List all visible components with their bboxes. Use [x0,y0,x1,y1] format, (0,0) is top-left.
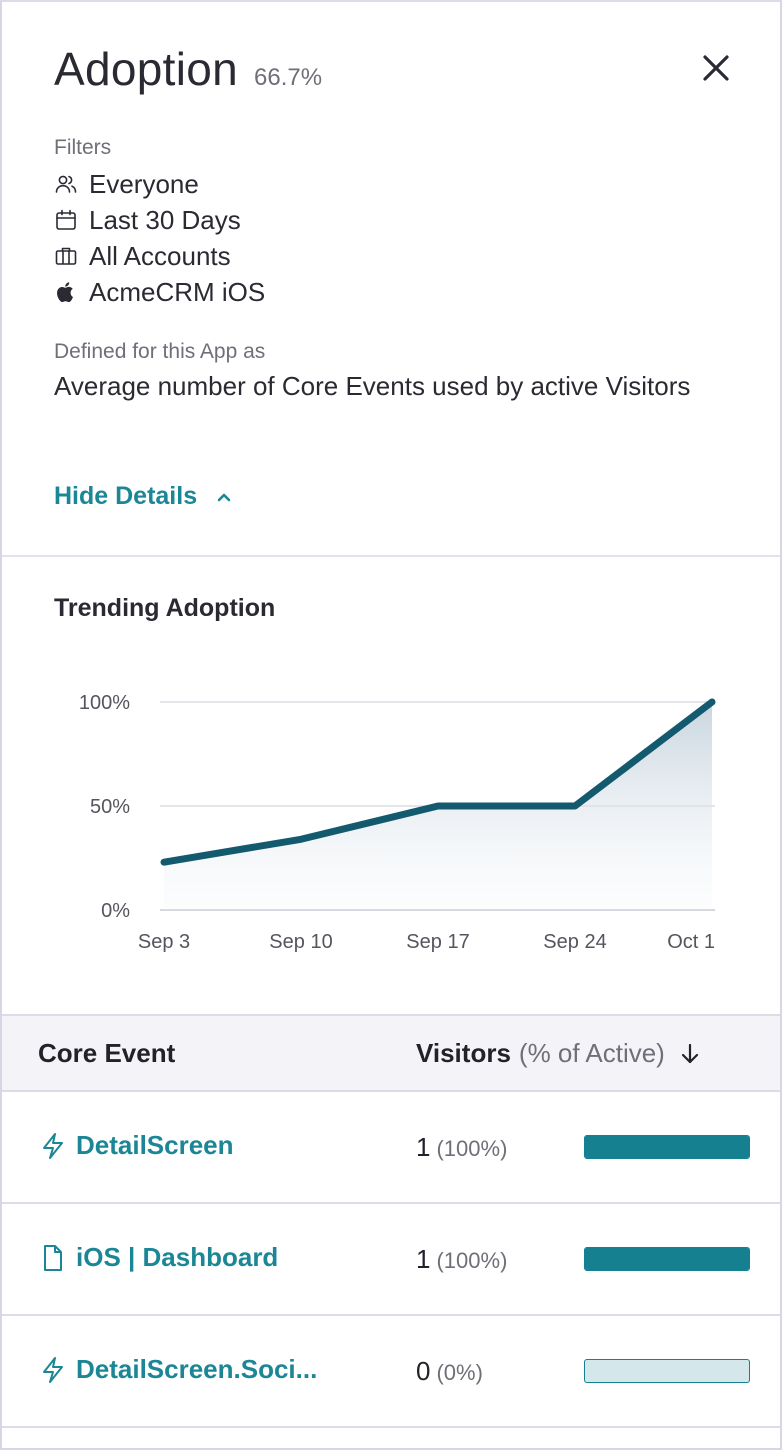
visitor-count-value: 1 [416,1244,431,1274]
y-tick-label: 50% [90,796,130,818]
filter-segment: Everyone [54,166,265,202]
definition-text: Average number of Core Events used by ac… [54,371,691,401]
visitor-share-bar-fill [585,1136,749,1158]
filter-date-range: Last 30 Days [54,202,265,238]
core-event-name: DetailScreen.Soci... [76,1354,318,1384]
visitor-share-bar [584,1135,750,1159]
y-tick-label: 0% [101,900,130,922]
trending-adoption-chart: 100% 50% 0% Sep 3 Sep 10 Sep 17 Sep 24 Oct 1 [79,692,716,953]
filter-segment-label: Everyone [89,168,199,199]
panel-header: Adoption 66.7% [54,42,322,96]
filter-accounts-label: All Accounts [89,240,231,271]
x-tick-label: Sep 17 [406,931,469,953]
hide-details-label: Hide Details [54,482,198,510]
filter-app: AcmeCRM iOS [54,274,265,310]
visitor-count-value: 1 [416,1132,431,1162]
core-event-name: iOS | Dashboard [76,1242,279,1272]
section-divider [2,555,780,557]
visitor-count: 1 (100%) [416,1244,507,1275]
chevron-up-icon [215,491,233,503]
visitor-count-percent: (100%) [436,1248,508,1273]
visitor-share-bar-fill [585,1248,749,1270]
chart-series-line [160,698,716,866]
filter-date-label: Last 30 Days [89,204,241,235]
visitor-count: 0 (0%) [416,1356,483,1387]
bolt-icon [38,1355,68,1385]
visitor-count-percent: (0%) [436,1360,483,1385]
filter-list: Everyone Last 30 Days [54,166,265,310]
filter-accounts: All Accounts [54,238,265,274]
core-event-link[interactable]: iOS | Dashboard [38,1242,278,1273]
x-tick-label: Sep 3 [138,931,190,953]
visitor-count-value: 0 [416,1356,431,1386]
column-header-core-event[interactable]: Core Event [38,1038,176,1068]
page-icon [38,1243,68,1273]
filter-app-label: AcmeCRM iOS [89,276,266,307]
core-event-name: DetailScreen [76,1130,234,1160]
y-tick-label: 100% [79,692,130,714]
table-row: DetailScreen.Soci... 0 (0%) [2,1316,780,1428]
x-tick-label: Sep 10 [269,931,332,953]
filters-label: Filters [54,136,112,159]
x-tick-label: Oct 1 [667,931,715,953]
adoption-percentage: 66.7% [254,64,323,91]
hide-details-button[interactable]: Hide Details [54,482,233,511]
table-header: Core Event Visitors (% of Active) [2,1014,780,1092]
x-tick-label: Sep 24 [543,931,606,953]
table-row: DetailScreen 1 (100%) [2,1092,780,1204]
close-icon[interactable] [696,48,736,88]
people-icon [54,172,78,196]
visitors-header-sublabel: (% of Active) [518,1038,665,1068]
calendar-icon [54,208,78,232]
chart-title: Trending Adoption [54,594,276,622]
page-title: Adoption [54,43,238,95]
definition-label: Defined for this App as [54,340,266,363]
sort-arrow-down-icon[interactable] [679,1042,701,1066]
visitor-share-bar [584,1359,750,1383]
core-event-link[interactable]: DetailScreen.Soci... [38,1354,317,1385]
close-button[interactable] [696,48,736,88]
table-row: iOS | Dashboard 1 (100%) [2,1204,780,1316]
visitors-header-label: Visitors [416,1038,511,1068]
column-header-visitors[interactable]: Visitors (% of Active) [416,1038,701,1069]
bolt-icon [38,1131,68,1161]
visitor-share-bar [584,1247,750,1271]
briefcase-icon [54,244,78,268]
apple-icon [54,280,78,304]
core-event-link[interactable]: DetailScreen [38,1130,234,1161]
visitor-count: 1 (100%) [416,1132,507,1163]
visitor-count-percent: (100%) [436,1136,508,1161]
